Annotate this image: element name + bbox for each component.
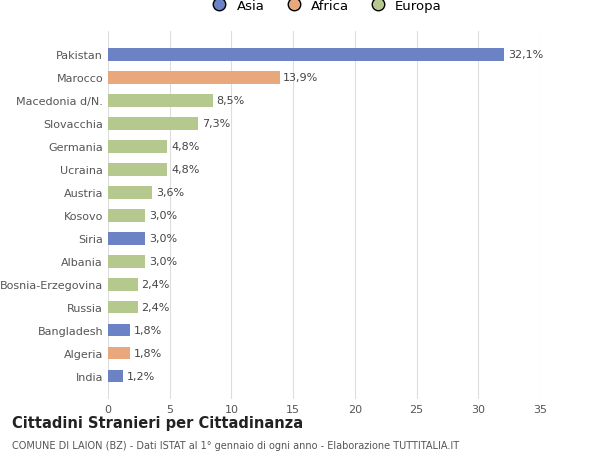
Text: 7,3%: 7,3% <box>202 119 230 129</box>
Text: Cittadini Stranieri per Cittadinanza: Cittadini Stranieri per Cittadinanza <box>12 415 303 431</box>
Legend: Asia, Africa, Europa: Asia, Africa, Europa <box>201 0 447 18</box>
Bar <box>108 163 167 176</box>
Text: 3,6%: 3,6% <box>156 188 184 198</box>
Bar <box>108 278 137 291</box>
Bar <box>108 118 198 130</box>
Bar <box>108 49 504 62</box>
Text: 3,0%: 3,0% <box>149 211 177 221</box>
Bar <box>108 209 145 222</box>
Bar <box>108 232 145 245</box>
Text: 13,9%: 13,9% <box>283 73 319 83</box>
Text: COMUNE DI LAION (BZ) - Dati ISTAT al 1° gennaio di ogni anno - Elaborazione TUTT: COMUNE DI LAION (BZ) - Dati ISTAT al 1° … <box>12 440 459 450</box>
Bar <box>108 301 137 314</box>
Bar <box>108 370 123 383</box>
Text: 3,0%: 3,0% <box>149 234 177 244</box>
Text: 1,8%: 1,8% <box>134 348 162 358</box>
Bar <box>108 255 145 268</box>
Bar <box>108 95 213 107</box>
Text: 1,8%: 1,8% <box>134 325 162 336</box>
Text: 32,1%: 32,1% <box>508 50 543 60</box>
Text: 8,5%: 8,5% <box>217 96 245 106</box>
Text: 4,8%: 4,8% <box>171 142 199 152</box>
Text: 2,4%: 2,4% <box>142 280 170 290</box>
Bar <box>108 324 130 337</box>
Bar <box>108 72 280 84</box>
Bar <box>108 140 167 153</box>
Text: 2,4%: 2,4% <box>142 302 170 313</box>
Text: 3,0%: 3,0% <box>149 257 177 267</box>
Bar <box>108 347 130 360</box>
Text: 4,8%: 4,8% <box>171 165 199 175</box>
Text: 1,2%: 1,2% <box>127 371 155 381</box>
Bar <box>108 186 152 199</box>
